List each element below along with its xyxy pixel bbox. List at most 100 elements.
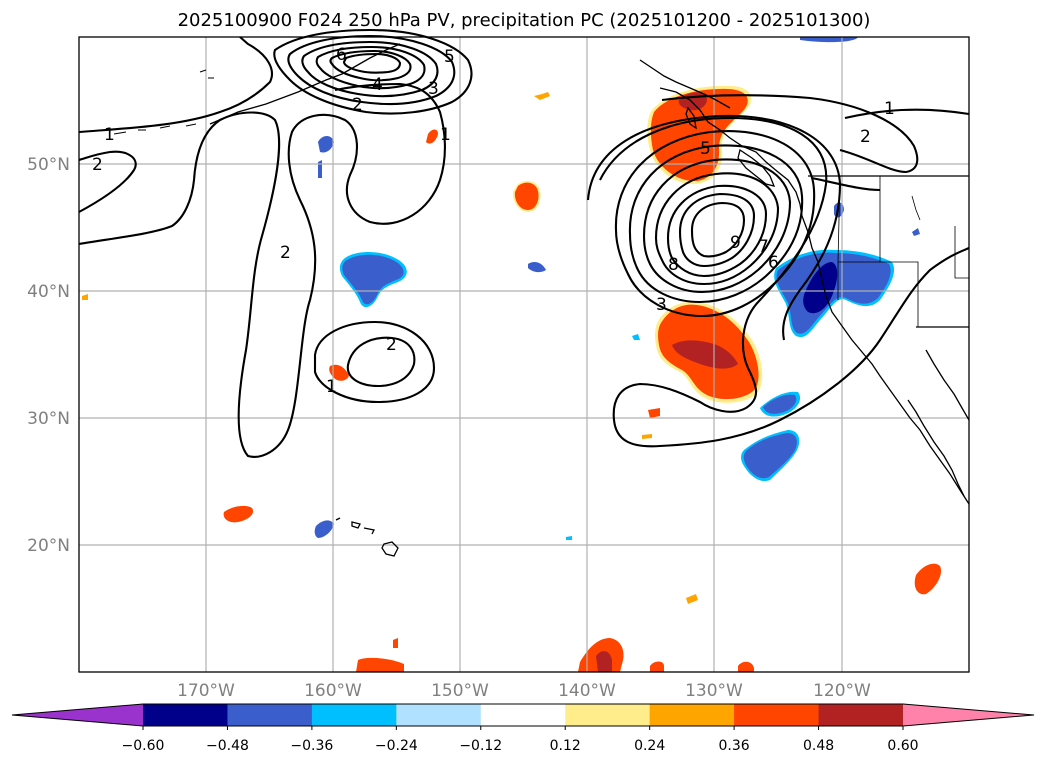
colorbar-tick-label: −0.24 [375,738,418,754]
precip-blob [514,182,539,210]
precip-blob [912,228,920,236]
precip-blob [650,661,664,672]
lon-label: 150°W [431,681,489,701]
colorbar: −0.60 −0.48 −0.36 −0.24 −0.12 0.12 0.24 0.36 0.4… [11,703,1035,754]
plot-title: 2025100900 F024 250 hPa PV, precipitatio… [178,10,871,31]
contour-label: 3 [428,79,439,99]
precip-blob [596,651,612,672]
pv-contour [78,36,273,134]
pv-contour [666,184,768,278]
lon-label: 160°W [304,681,362,701]
pv-contour [287,34,456,106]
map-background [79,37,969,672]
pv-contour [78,150,137,213]
precip-blob [342,254,404,305]
colorbar-tick-label: −0.60 [122,738,165,754]
map-frame [78,36,970,673]
coastline-haida-gwaii [685,106,697,130]
lon-label: 130°W [685,681,743,701]
colorbar-extend-low [12,704,143,726]
contour-label: 3 [656,295,667,315]
colorbar-tick-label: −0.12 [459,738,502,754]
pv-contour [628,144,804,304]
pv-contour [678,192,756,268]
precip-blob [329,364,349,381]
pv-contour [586,114,842,341]
contour-label: 2 [386,335,397,355]
coastline-alaska-panhandle [639,59,731,109]
precip-negative-shading [314,37,920,540]
longitude-labels: 170°W 160°W 150°W 140°W 130°W 120°W [177,681,871,701]
coastline-alaska [209,43,401,125]
precip-blob [566,536,572,540]
precip-blob [672,340,738,369]
contour-label: 8 [668,255,679,275]
colorbar-tick-label: 0.12 [550,738,581,754]
pv-contour [654,172,780,286]
contour-label: 7 [758,237,769,257]
contour-label: 2 [280,243,291,263]
colorbar-segment [227,704,313,726]
lat-label: 20°N [27,536,70,556]
colorbar-tick-label: −0.36 [290,738,333,754]
precip-blob [642,434,652,439]
colorbar-tick-label: 0.60 [887,738,918,754]
pv-contours [78,28,970,458]
lon-label: 140°W [558,681,616,701]
precip-blob [534,92,550,100]
contour-label: 1 [440,125,451,145]
pv-contour [642,158,792,294]
contour-label: 5 [444,47,455,67]
pv-contour [78,82,446,458]
map-panel: 1 2 2 2 1 2 3 4 5 6 1 1 2 3 5 6 7 8 9 [78,28,970,673]
pv-contour [811,176,881,192]
precip-blob [738,661,754,672]
contour-label: 6 [768,253,779,273]
colorbar-extend-high [903,704,1034,726]
colorbar-tick-label: 0.36 [719,738,750,754]
precip-blob [393,638,398,648]
coastline-vancouver-island [737,148,776,187]
contour-label: 6 [336,45,347,65]
pv-contour [614,130,816,318]
contour-label: 2 [92,155,103,175]
precip-blob [800,37,858,43]
colorbar-segment [311,704,397,726]
contour-label: 2 [860,127,871,147]
pv-contour [599,116,970,448]
pv-contour [313,320,436,404]
colorbar-tick-label: −0.48 [206,738,249,754]
colorbar-segment [143,704,228,726]
precip-blob [356,657,404,672]
precip-blob [648,408,660,418]
precip-blob [223,505,254,523]
precip-blob [426,129,438,144]
pv-contour [273,28,473,115]
precip-positive-shading [82,85,942,672]
coastline-aleutians [113,69,214,135]
colorbar-tick-label: 0.48 [803,738,834,754]
coastline-hawaii [335,517,399,557]
pv-contour [690,201,746,258]
contour-label: 2 [352,95,363,115]
precip-blob [318,160,322,178]
colorbar-segment [649,704,735,726]
precip-blob [803,262,838,314]
precip-blob [650,88,748,182]
pv-contour [661,94,919,174]
contour-label: 1 [104,125,115,145]
lat-label: 40°N [27,282,70,302]
latitude-labels: 50°N 40°N 30°N 20°N [27,155,70,556]
border-states [837,175,969,327]
precip-blob [632,334,640,340]
coastline-gulf-california [925,349,970,421]
precip-blob [314,520,334,538]
lon-label: 170°W [177,681,235,701]
lon-label: 120°W [813,681,871,701]
contour-label: 4 [372,75,383,95]
precip-blob [686,594,698,604]
pv-contour [844,108,970,120]
contour-label: 9 [730,233,741,253]
precip-blob [776,252,891,334]
